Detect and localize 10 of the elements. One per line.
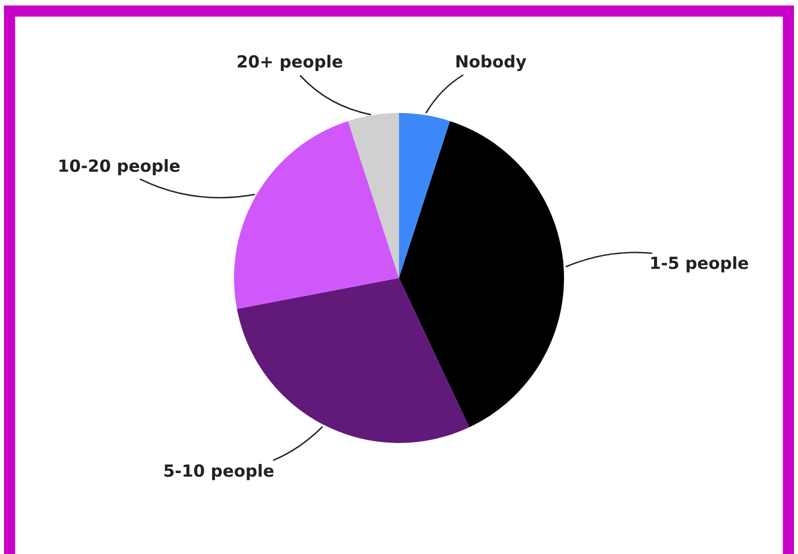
slice-label: Nobody xyxy=(456,54,526,72)
pie-slice xyxy=(348,113,399,278)
slice-label: 1-5 people xyxy=(651,256,748,272)
pie-slice xyxy=(399,121,564,428)
slice-label: 5-10 people xyxy=(164,464,274,480)
pie-slice xyxy=(399,113,450,278)
pie-slice xyxy=(236,278,470,443)
slice-label: 10-20 people xyxy=(60,159,180,176)
slice-label: 20+ people xyxy=(238,54,342,71)
pie-slice xyxy=(234,121,399,309)
